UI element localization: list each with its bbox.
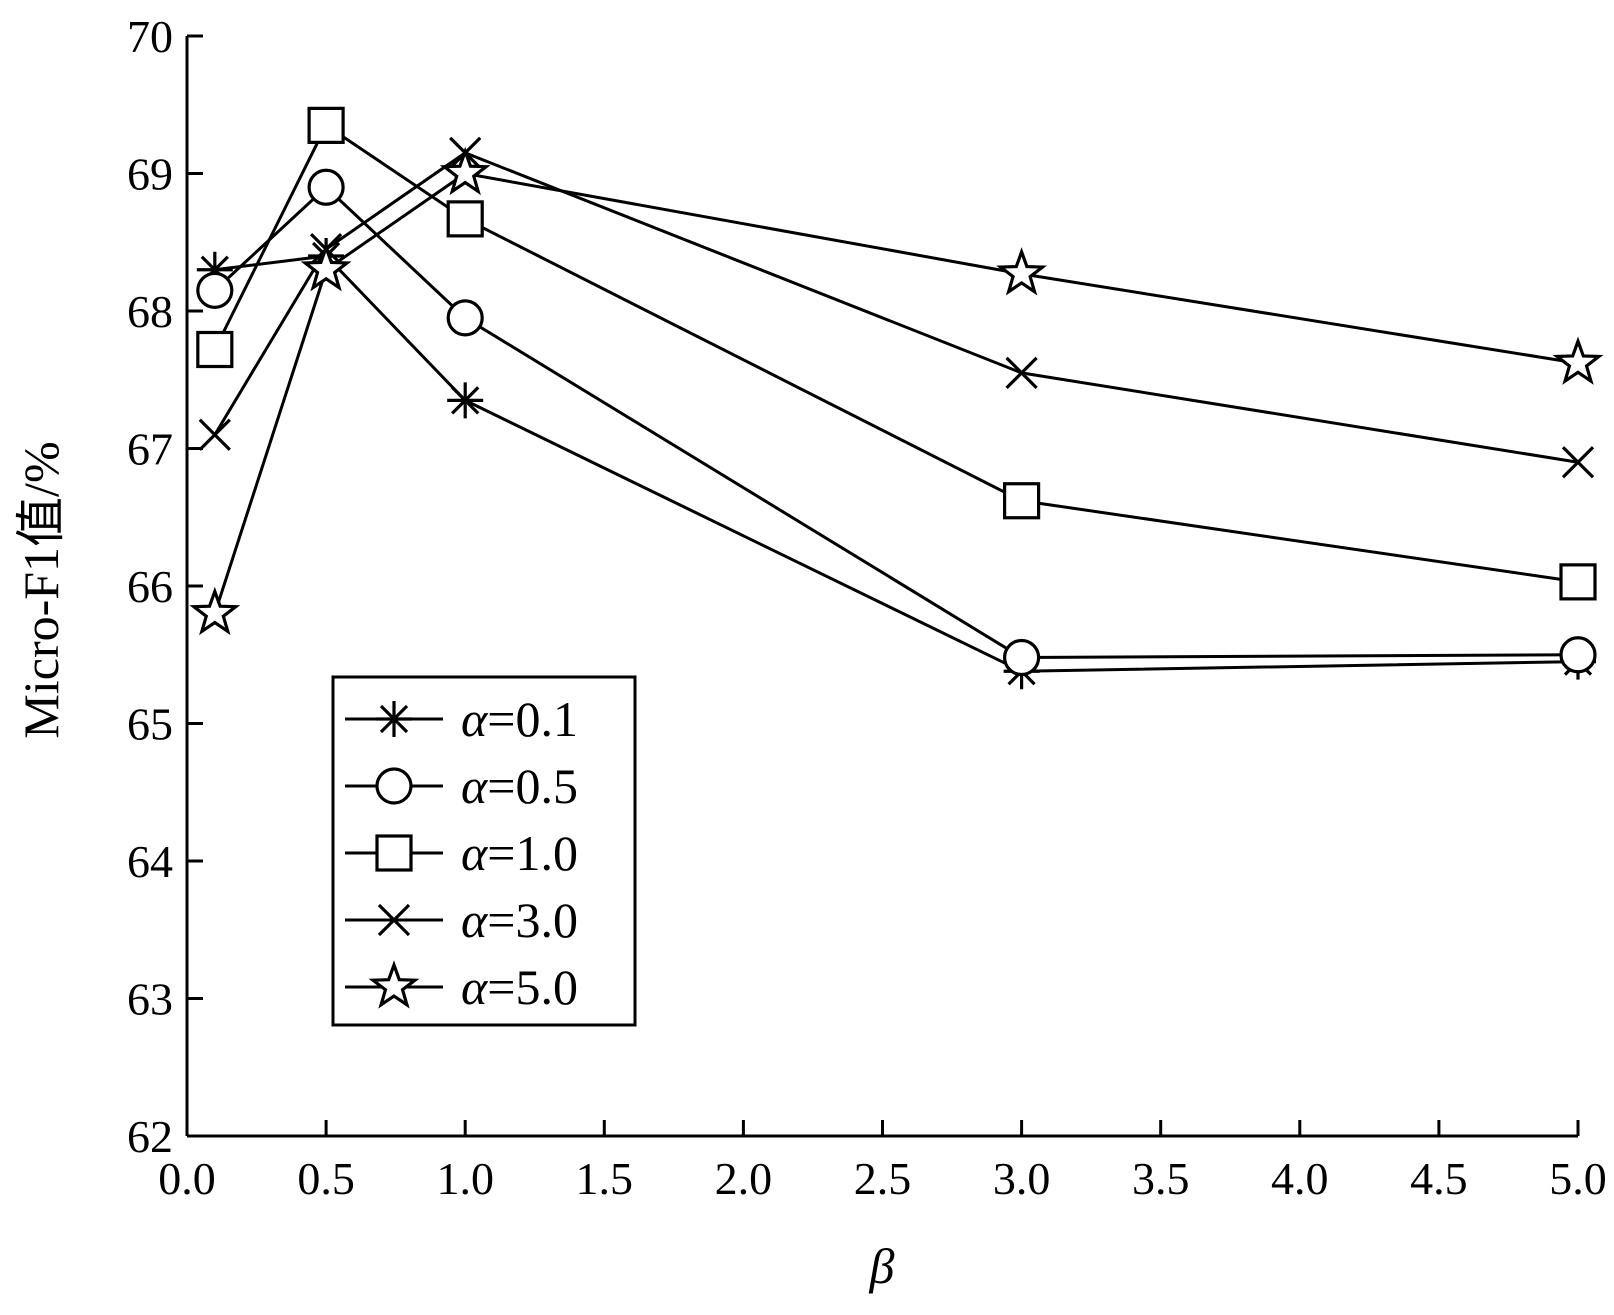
- data-point: [446, 299, 484, 337]
- legend-label: α=0.5: [461, 758, 578, 814]
- series-asterisk: [196, 238, 1596, 690]
- data-point: [196, 271, 234, 309]
- marker-shape: [196, 330, 234, 369]
- legend-item: α=1.0: [345, 825, 578, 881]
- y-tick-label: 69: [127, 149, 173, 200]
- legend-label: α=1.0: [461, 825, 578, 881]
- marker-stroke: [379, 704, 409, 734]
- marker-shape: [368, 960, 420, 1009]
- data-point: [1559, 636, 1597, 674]
- series-circle: [196, 168, 1597, 677]
- x-tick-label: 4.0: [1271, 1153, 1329, 1204]
- data-point: [447, 382, 484, 419]
- star-marker: [368, 960, 420, 1009]
- data-point: [1002, 638, 1041, 677]
- marker-shape: [1002, 638, 1041, 677]
- y-tick-label: 66: [127, 561, 173, 612]
- circle-marker: [375, 767, 413, 805]
- marker-shape: [307, 168, 345, 206]
- x-tick-label: 3.0: [993, 1153, 1051, 1204]
- legend-item: α=0.1: [345, 691, 578, 747]
- marker-shape: [375, 767, 413, 805]
- data-point: [198, 418, 231, 451]
- series-line: [213, 151, 1579, 464]
- series-line: [213, 185, 1579, 660]
- x-tick-label: 1.5: [576, 1153, 634, 1204]
- legend-label: α=3.0: [461, 892, 578, 948]
- data-point: [1002, 482, 1041, 520]
- x-tick-label: 4.5: [1410, 1153, 1468, 1204]
- marker-shape: [1002, 482, 1041, 520]
- x-tick-label: 0.0: [158, 1153, 216, 1204]
- x-tick-label: 1.0: [436, 1153, 494, 1204]
- series-line: [214, 254, 1579, 673]
- legend-label: α=5.0: [461, 959, 578, 1015]
- x-tick-label: 2.5: [854, 1153, 912, 1204]
- marker-stroke: [1005, 356, 1038, 390]
- marker-shape: [196, 271, 234, 309]
- marker-shape: [439, 146, 491, 196]
- data-point: [1559, 563, 1597, 601]
- y-tick-label: 65: [127, 699, 173, 750]
- marker-stroke: [1561, 446, 1595, 479]
- y-tick-label: 70: [127, 11, 173, 62]
- marker-shape: [189, 586, 241, 636]
- marker-shape: [1559, 563, 1597, 601]
- data-point: [196, 330, 234, 369]
- series-layer: [189, 106, 1604, 690]
- data-point: [1552, 336, 1604, 385]
- legend-label: α=0.1: [461, 691, 578, 747]
- marker-shape: [307, 106, 345, 144]
- data-point: [446, 200, 484, 238]
- marker-shape: [446, 200, 484, 238]
- marker-stroke: [377, 903, 411, 937]
- data-point: [307, 106, 345, 144]
- x-tick-label: 5.0: [1549, 1153, 1607, 1204]
- data-point: [307, 168, 345, 206]
- legend: α=0.1 α=0.5 α=1.0 α=3.0 α=5.0: [331, 675, 637, 1027]
- y-tick-label: 67: [127, 424, 173, 475]
- legend-item: α=5.0: [345, 959, 578, 1015]
- marker-shape: [446, 299, 484, 337]
- x-tick-label: 0.5: [297, 1153, 355, 1204]
- x-axis-title: β: [869, 1238, 895, 1294]
- y-tick-label: 64: [127, 836, 173, 887]
- series-star: [189, 146, 1604, 636]
- y-tick-label: 63: [127, 974, 173, 1025]
- data-point: [1005, 356, 1038, 390]
- marker-shape: [996, 247, 1048, 296]
- data-point: [1561, 446, 1595, 479]
- series-x: [198, 136, 1595, 479]
- marker-shape: [1552, 336, 1604, 385]
- x-marker: [377, 903, 411, 937]
- x-tick-label: 3.5: [1132, 1153, 1190, 1204]
- data-point: [439, 146, 491, 196]
- marker-shape: [375, 834, 413, 872]
- y-tick-label: 62: [127, 1111, 173, 1162]
- asterisk-marker: [376, 701, 412, 737]
- series-line: [213, 171, 1579, 614]
- data-point: [300, 243, 352, 292]
- square-marker: [375, 834, 413, 872]
- y-axis-title: Micro-F1值/%: [13, 441, 69, 738]
- data-point: [996, 247, 1048, 296]
- marker-stroke: [451, 386, 480, 415]
- series-square: [196, 106, 1597, 601]
- legend-item: α=3.0: [345, 892, 578, 948]
- x-tick-label: 2.0: [715, 1153, 773, 1204]
- marker-shape: [1559, 636, 1597, 674]
- data-point: [189, 586, 241, 636]
- marker-stroke: [198, 418, 231, 451]
- y-tick-label: 68: [127, 286, 173, 337]
- marker-shape: [300, 243, 352, 292]
- legend-item: α=0.5: [345, 758, 578, 814]
